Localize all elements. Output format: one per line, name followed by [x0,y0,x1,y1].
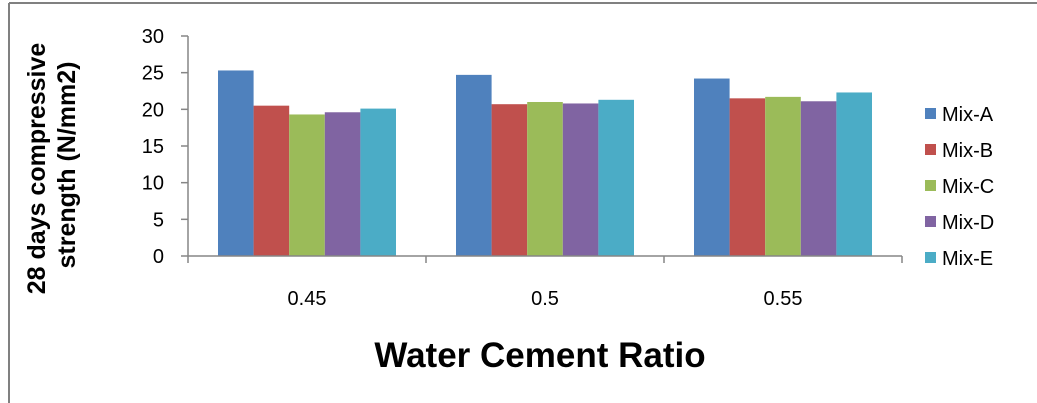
legend-swatch-mix-d [925,216,936,227]
x-tick-label: 0.45 [288,288,327,310]
legend-label-mix-c: Mix-C [942,176,994,198]
legend-label-mix-a: Mix-A [942,104,994,126]
legend-swatch-mix-b [925,144,936,155]
plot-area [218,70,872,257]
y-axis-title-line-2: strength (N/mm2) [53,62,81,269]
legend-label-mix-d: Mix-D [942,212,994,234]
bar-mix-e-0.55 [836,92,872,256]
legend-swatch-mix-e [925,252,936,263]
bar-mix-b-0.55 [729,98,766,256]
bar-mix-d-0.55 [800,101,837,257]
y-axis-title: 28 days compressive strength (N/mm2) [23,36,81,295]
bar-mix-c-0.55 [765,96,801,256]
y-tick-label: 25 [142,63,164,85]
y-tick-label: 10 [142,173,164,195]
bar-mix-e-0.5 [598,99,634,256]
x-tick-label: 0.55 [764,288,803,310]
y-axis-title-line-1: 28 days compressive [23,43,51,295]
bar-mix-a-0.5 [456,74,492,256]
y-tick-label: 20 [142,99,164,121]
bar-mix-b-0.45 [253,105,290,257]
x-tick-label: 0.5 [531,288,559,310]
x-axis-ticks: 0.45 0.5 0.55 [187,255,903,310]
x-axis-title: Water Cement Ratio [374,336,705,375]
bar-mix-b-0.5 [491,104,528,256]
bar-mix-c-0.5 [527,102,563,256]
y-tick-label: 0 [153,246,164,268]
y-tick-label: 30 [142,26,164,48]
bar-mix-a-0.55 [694,78,730,257]
y-tick-label: 15 [142,136,164,158]
bar-mix-a-0.45 [218,70,254,256]
legend: Mix-A Mix-B Mix-C Mix-D Mix-E [925,104,994,270]
bar-mix-e-0.45 [360,108,396,256]
bar-mix-d-0.45 [324,112,361,257]
y-tick-label: 5 [153,209,164,231]
legend-label-mix-b: Mix-B [942,140,993,162]
legend-label-mix-e: Mix-E [942,248,993,270]
y-axis-ticks: 0 5 10 15 20 25 30 [142,26,189,268]
bar-mix-c-0.45 [289,114,325,256]
bar-mix-d-0.5 [562,103,599,256]
legend-swatch-mix-a [925,108,936,119]
legend-swatch-mix-c [925,180,936,191]
